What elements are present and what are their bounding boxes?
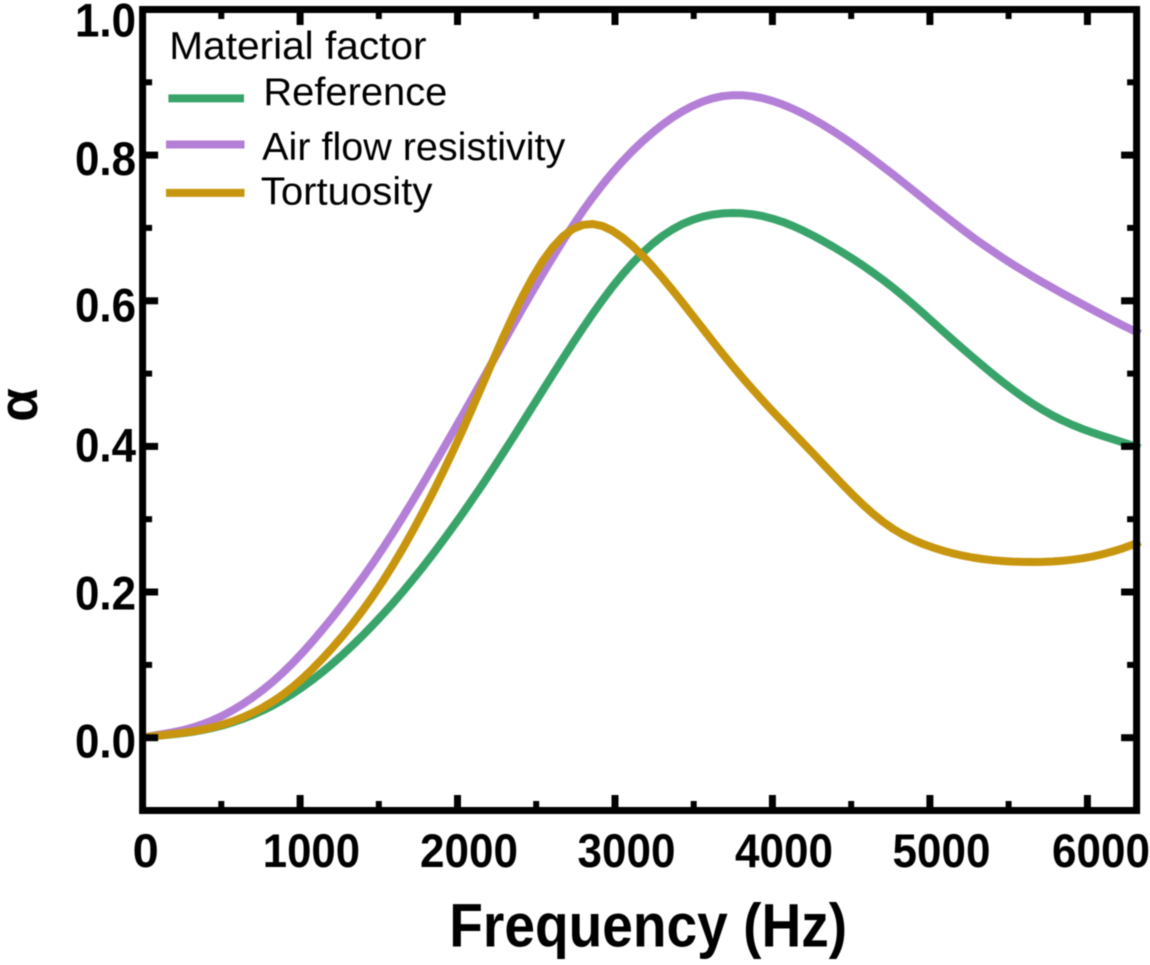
svg-text:0.0: 0.0: [75, 715, 136, 768]
svg-text:0.6: 0.6: [75, 279, 136, 332]
svg-text:0.4: 0.4: [75, 419, 136, 472]
svg-text:Air flow resistivity: Air flow resistivity: [262, 126, 566, 169]
svg-text:Material factor: Material factor: [169, 25, 426, 68]
svg-text:α: α: [0, 388, 49, 422]
svg-text:Frequency (Hz): Frequency (Hz): [449, 892, 847, 960]
svg-text:3000: 3000: [578, 824, 676, 877]
svg-text:2000: 2000: [420, 824, 518, 877]
svg-text:0.8: 0.8: [75, 132, 136, 185]
svg-text:1000: 1000: [263, 824, 360, 877]
svg-text:0: 0: [133, 824, 159, 877]
svg-text:0.2: 0.2: [75, 567, 136, 620]
svg-text:Tortuosity: Tortuosity: [261, 170, 433, 213]
svg-text:5000: 5000: [893, 824, 991, 877]
svg-text:6000: 6000: [1052, 824, 1150, 877]
svg-text:Reference: Reference: [263, 71, 447, 114]
svg-text:1.0: 1.0: [75, 0, 136, 46]
svg-text:4000: 4000: [735, 824, 833, 877]
